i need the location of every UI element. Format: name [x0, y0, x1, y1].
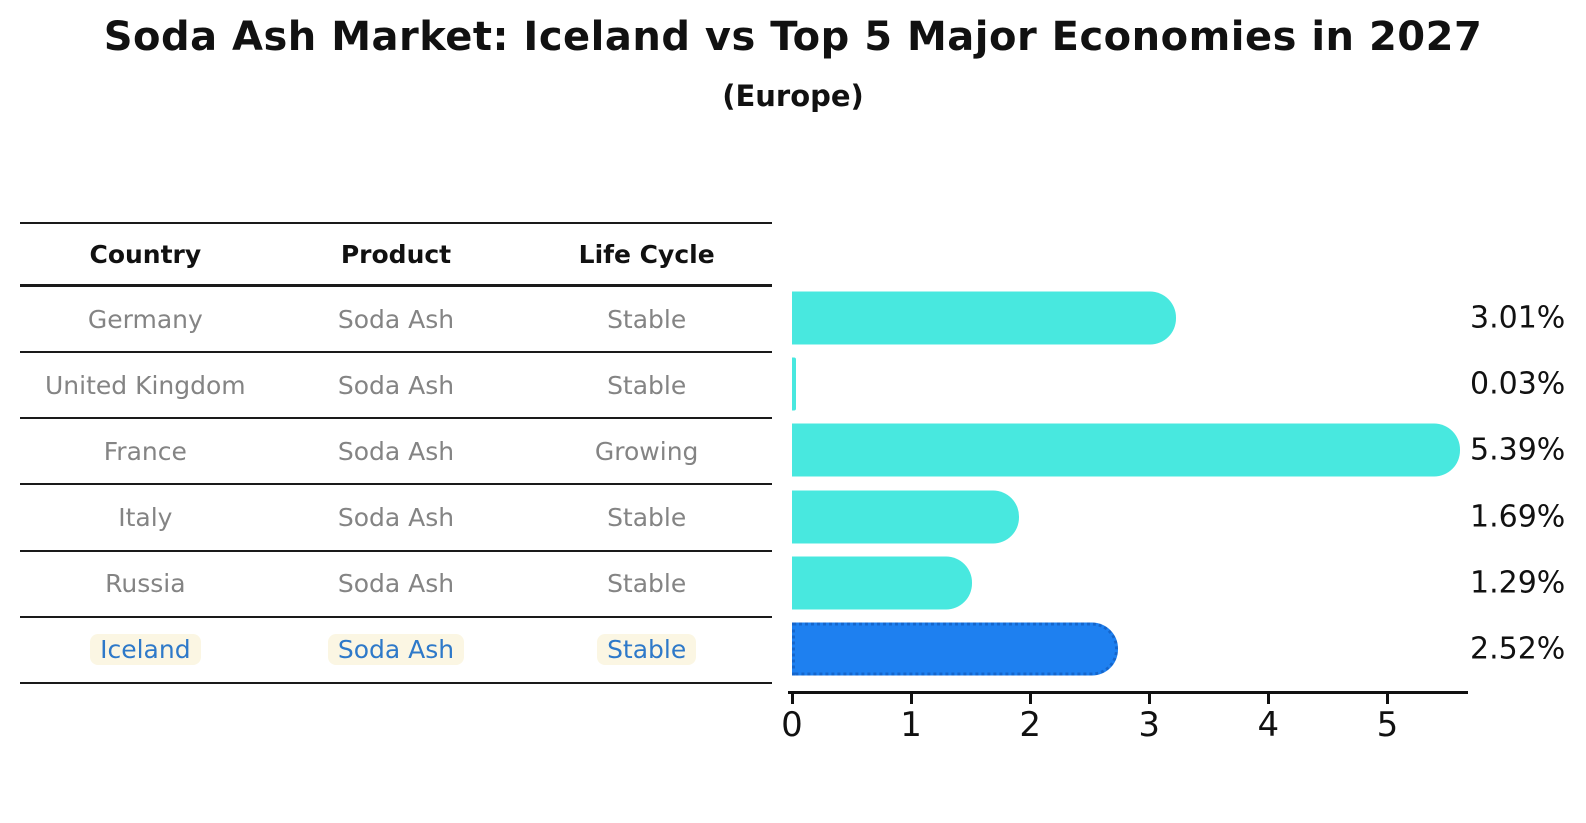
value-label-iceland: 2.52%: [1470, 631, 1566, 667]
bar-russia: [792, 556, 972, 610]
table-row-iceland: Iceland Soda Ash Stable: [20, 618, 772, 684]
bar-iceland: [792, 622, 1119, 676]
x-axis-tick: [1147, 694, 1151, 704]
chart-subtitle: (Europe): [722, 79, 864, 113]
cell-country: Germany: [87, 304, 203, 334]
bar-france: [792, 423, 1460, 477]
cell-product: Soda Ash: [337, 503, 455, 533]
cell-life-cycle: Stable: [607, 503, 687, 533]
x-axis-tick: [909, 694, 913, 704]
cell-life-cycle: Stable: [607, 304, 687, 334]
cell-country: France: [103, 436, 187, 466]
bar-row-france: 5.39%: [792, 417, 1565, 483]
table-row-france: France Soda Ash Growing: [20, 419, 772, 486]
table-row-germany: Germany Soda Ash Stable: [20, 287, 772, 354]
table-header-product: Product: [340, 239, 452, 269]
x-axis-tick: [1028, 694, 1032, 704]
cell-country: Iceland: [20, 634, 271, 666]
cell-life-cycle: Stable: [521, 634, 772, 666]
x-axis-tick-label: 3: [1138, 705, 1161, 745]
x-axis-tick: [1266, 694, 1270, 704]
cell-life-cycle: Stable: [607, 569, 687, 599]
x-axis-tick: [790, 694, 794, 704]
bar-row-italy: 1.69%: [792, 484, 1565, 550]
cell-product: Soda Ash: [271, 634, 522, 666]
table-row-russia: Russia Soda Ash Stable: [20, 552, 772, 618]
bar-italy: [792, 490, 1020, 544]
x-axis-tick-label: 4: [1257, 705, 1280, 745]
x-axis-tick-label: 0: [781, 705, 803, 745]
cell-product: Soda Ash: [337, 304, 455, 334]
value-label-germany: 3.01%: [1470, 300, 1566, 336]
bar-row-united-kingdom: 0.03%: [792, 351, 1565, 417]
x-axis-tick-label: 2: [1019, 705, 1041, 745]
table-header-life-cycle: Life Cycle: [578, 239, 715, 269]
x-axis-tick-label: 1: [900, 705, 922, 745]
table-header-country: Country: [89, 239, 202, 269]
cell-life-cycle: Growing: [594, 436, 699, 466]
value-label-united-kingdom: 0.03%: [1470, 366, 1566, 402]
table-row-italy: Italy Soda Ash Stable: [20, 485, 772, 552]
value-label-france: 5.39%: [1470, 432, 1566, 468]
value-label-italy: 1.69%: [1470, 499, 1566, 535]
x-axis-line: [788, 691, 1468, 694]
cell-life-cycle: Stable: [607, 370, 687, 400]
chart-title: Soda Ash Market: Iceland vs Top 5 Major …: [103, 14, 1483, 60]
data-table: Country Product Life Cycle Germany Soda …: [20, 222, 772, 684]
cell-product: Soda Ash: [337, 370, 455, 400]
value-label-russia: 1.29%: [1470, 565, 1566, 601]
bar-plot: 3.01% 0.03% 5.39% 1.69% 1.29% 2.52%: [792, 285, 1565, 682]
cell-product: Soda Ash: [337, 436, 455, 466]
bar-united-kingdom: [792, 357, 796, 411]
bar-row-iceland: 2.52%: [792, 616, 1565, 682]
bar-row-germany: 3.01%: [792, 285, 1565, 351]
cell-country: United Kingdom: [44, 370, 246, 400]
x-axis-tick-label: 5: [1376, 705, 1399, 745]
cell-country: Italy: [118, 503, 173, 533]
cell-product: Soda Ash: [337, 569, 455, 599]
bar-germany: [792, 291, 1177, 345]
table-header-row: Country Product Life Cycle: [20, 224, 772, 287]
bar-row-russia: 1.29%: [792, 550, 1565, 616]
table-row-united-kingdom: United Kingdom Soda Ash Stable: [20, 353, 772, 420]
cell-country: Russia: [105, 569, 186, 599]
x-axis-tick: [1385, 694, 1389, 704]
